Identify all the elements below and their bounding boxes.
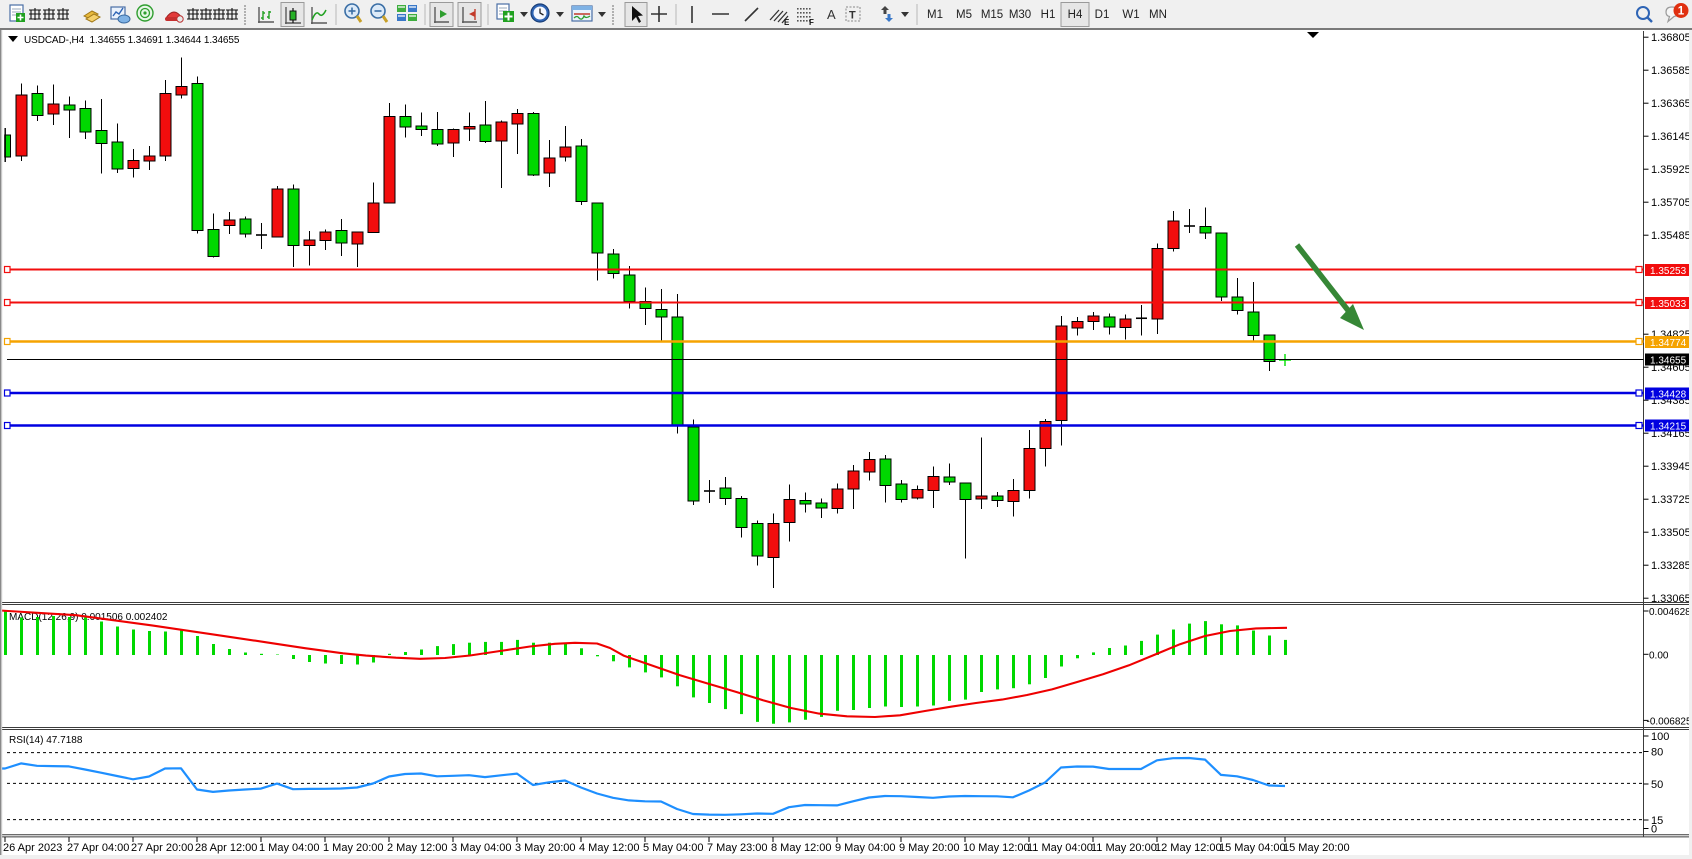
svg-text:MN: MN <box>1149 9 1167 21</box>
svg-text:1.35925: 1.35925 <box>1651 164 1691 176</box>
svg-text:1.33725: 1.33725 <box>1651 494 1691 506</box>
svg-text:26 Apr 2023: 26 Apr 2023 <box>3 842 62 854</box>
svg-text:H1: H1 <box>1041 9 1056 21</box>
svg-text:1 May 20:00: 1 May 20:00 <box>323 842 384 854</box>
svg-text:1.33285: 1.33285 <box>1651 560 1691 572</box>
svg-text:27 Apr 20:00: 27 Apr 20:00 <box>131 842 193 854</box>
svg-text:9 May 04:00: 9 May 04:00 <box>835 842 896 854</box>
svg-text:1.34774: 1.34774 <box>1650 338 1687 349</box>
svg-text:80: 80 <box>1651 747 1663 759</box>
svg-text:1 May 04:00: 1 May 04:00 <box>259 842 320 854</box>
svg-text:0: 0 <box>1651 824 1657 836</box>
svg-text:50: 50 <box>1651 779 1663 791</box>
svg-text:11 May 04:00: 11 May 04:00 <box>1027 842 1093 854</box>
svg-text:5 May 04:00: 5 May 04:00 <box>643 842 704 854</box>
svg-text:H4: H4 <box>1068 9 1083 21</box>
svg-text:15 May 20:00: 15 May 20:00 <box>1283 842 1350 854</box>
svg-text:RSI(14) 47.7188: RSI(14) 47.7188 <box>9 735 83 746</box>
svg-text:1.34215: 1.34215 <box>1650 422 1687 433</box>
svg-text:7 May 23:00: 7 May 23:00 <box>707 842 768 854</box>
svg-text:1.33065: 1.33065 <box>1651 593 1691 605</box>
svg-text:M30: M30 <box>1009 9 1031 21</box>
svg-text:12 May 12:00: 12 May 12:00 <box>1155 842 1222 854</box>
svg-text:E: E <box>784 18 790 27</box>
svg-text:15: 15 <box>1651 815 1663 827</box>
svg-text:100: 100 <box>1651 731 1669 743</box>
svg-text:11 May 20:00: 11 May 20:00 <box>1091 842 1157 854</box>
svg-text:1.36145: 1.36145 <box>1651 131 1691 143</box>
svg-text:F: F <box>809 18 814 27</box>
svg-text:M15: M15 <box>981 9 1003 21</box>
svg-text:D1: D1 <box>1095 9 1110 21</box>
svg-text:1.35033: 1.35033 <box>1650 299 1687 310</box>
svg-text:3 May 04:00: 3 May 04:00 <box>451 842 512 854</box>
svg-text:1.34655: 1.34655 <box>1650 356 1687 367</box>
svg-text:1.35705: 1.35705 <box>1651 197 1691 209</box>
svg-text:M1: M1 <box>927 9 943 21</box>
svg-text:1.33945: 1.33945 <box>1651 461 1691 473</box>
svg-text:1.33505: 1.33505 <box>1651 527 1691 539</box>
svg-text:1.36805: 1.36805 <box>1651 32 1691 44</box>
svg-text:15 May 04:00: 15 May 04:00 <box>1219 842 1286 854</box>
svg-text:1.35253: 1.35253 <box>1650 266 1687 277</box>
svg-text:1.36365: 1.36365 <box>1651 98 1691 110</box>
svg-text:3 May 20:00: 3 May 20:00 <box>515 842 576 854</box>
svg-text:10 May 12:00: 10 May 12:00 <box>963 842 1030 854</box>
svg-text:9 May 20:00: 9 May 20:00 <box>899 842 960 854</box>
svg-text:-0.006825: -0.006825 <box>1647 716 1692 727</box>
svg-text:1.36585: 1.36585 <box>1651 65 1691 77</box>
svg-text:8 May 12:00: 8 May 12:00 <box>771 842 832 854</box>
svg-text:4 May 12:00: 4 May 12:00 <box>579 842 640 854</box>
svg-text:USDCAD-,H4 1.34655 1.34691 1.: USDCAD-,H4 1.34655 1.34691 1.34644 1.346… <box>24 35 240 46</box>
svg-text:1.34428: 1.34428 <box>1650 390 1687 401</box>
svg-text:27 Apr 04:00: 27 Apr 04:00 <box>67 842 129 854</box>
svg-text:W1: W1 <box>1122 9 1139 21</box>
svg-text:M5: M5 <box>956 9 972 21</box>
svg-text:2 May 12:00: 2 May 12:00 <box>387 842 448 854</box>
svg-text:0.004628: 0.004628 <box>1649 607 1691 618</box>
svg-text:1.35485: 1.35485 <box>1651 230 1691 242</box>
svg-text:1: 1 <box>1678 6 1685 18</box>
svg-text:0.00: 0.00 <box>1649 650 1669 661</box>
svg-text:28 Apr 12:00: 28 Apr 12:00 <box>195 842 257 854</box>
svg-text:T: T <box>849 10 856 22</box>
svg-text:A: A <box>827 7 836 22</box>
